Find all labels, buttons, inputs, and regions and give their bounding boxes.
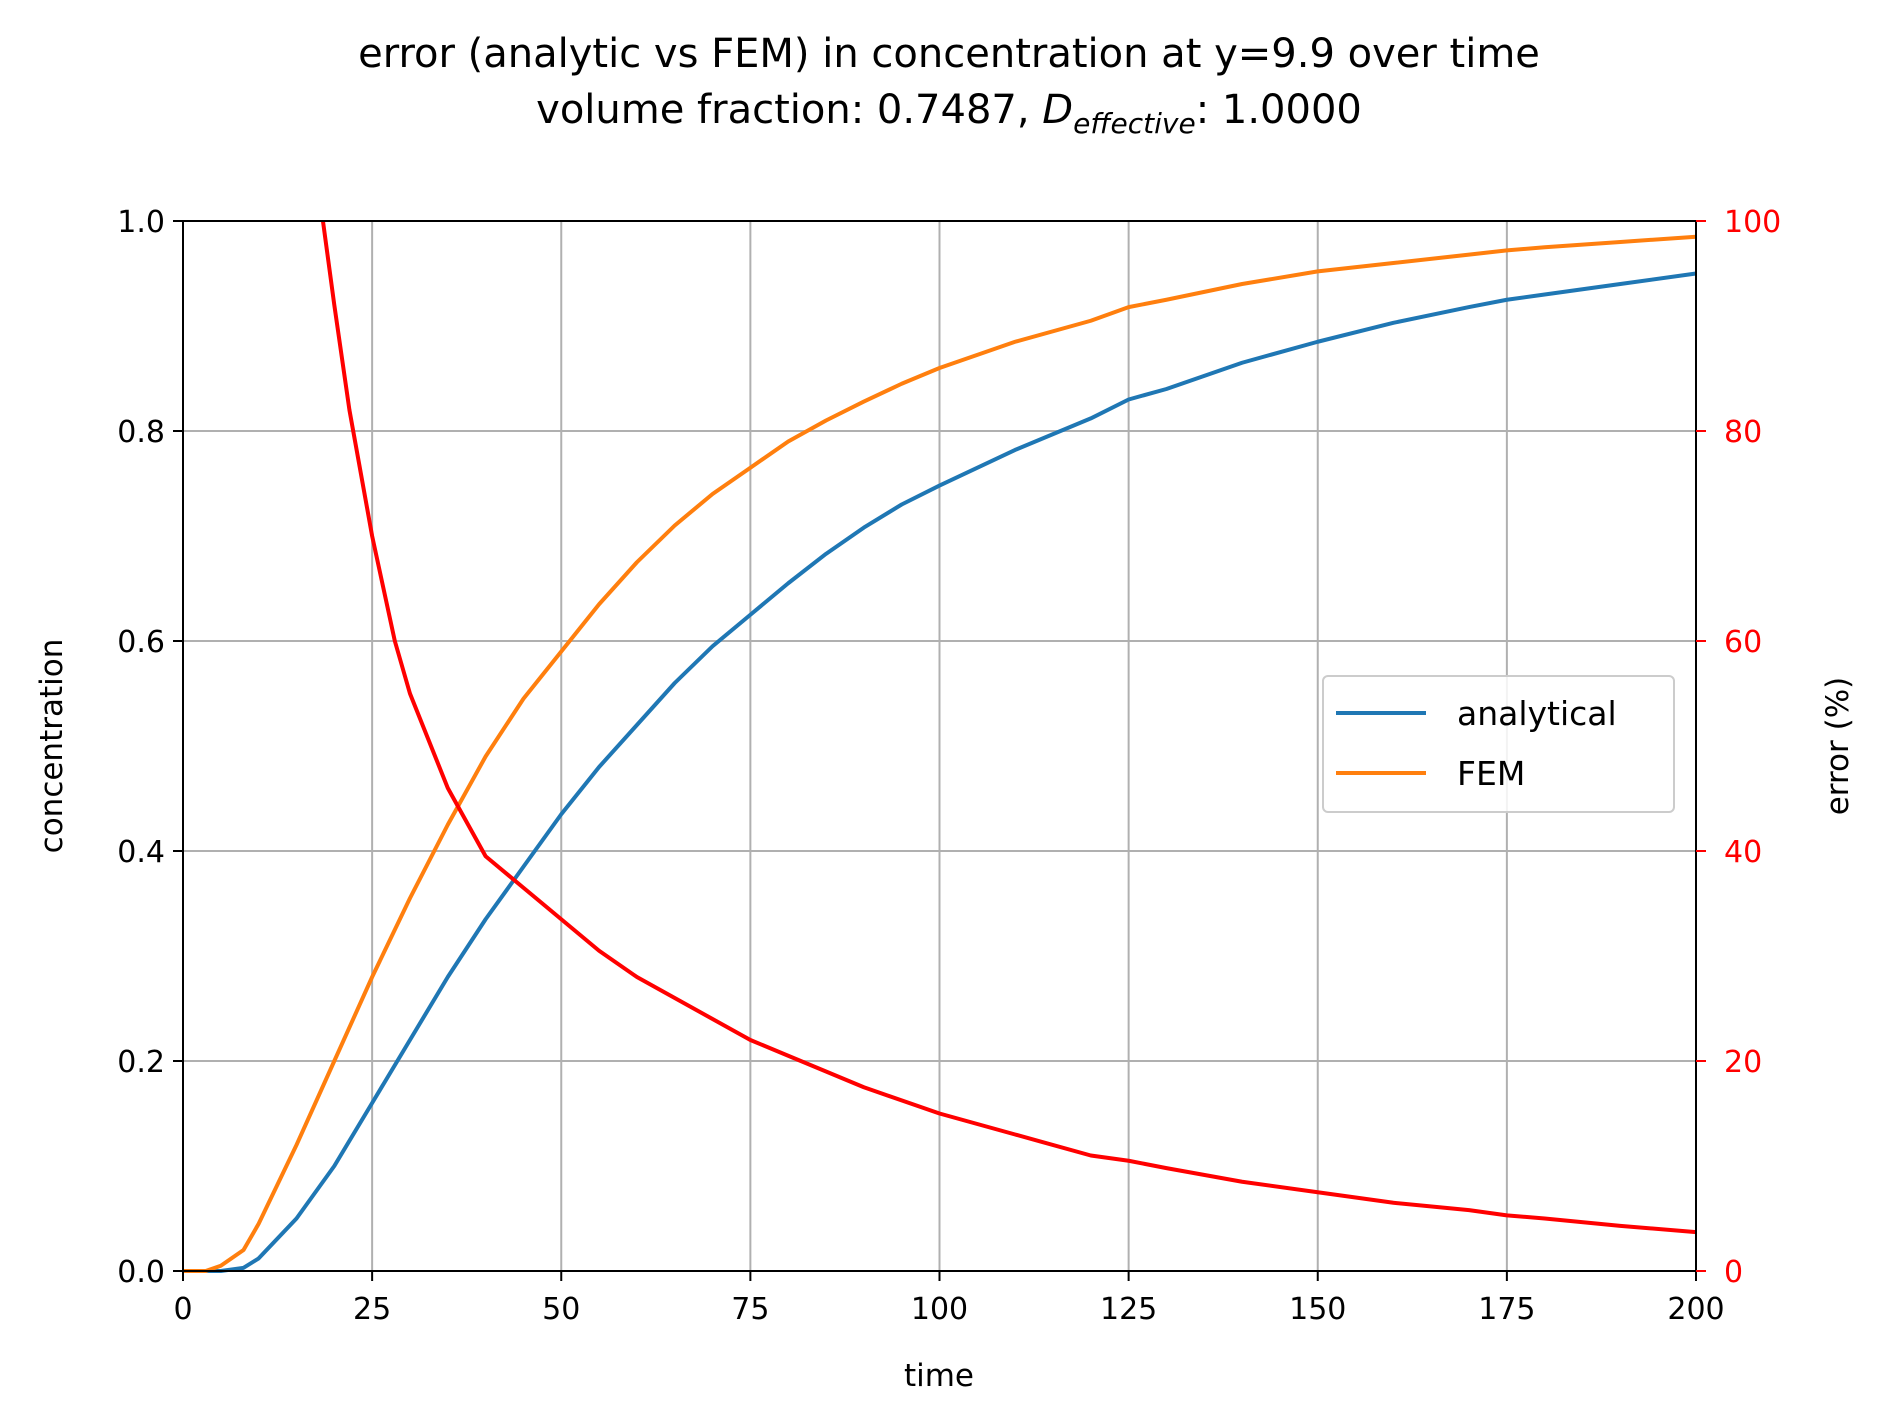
x-axis-label: time bbox=[904, 1358, 974, 1394]
y-axis-label: concentration bbox=[34, 639, 70, 854]
x-tick-label-5: 125 bbox=[1100, 1292, 1157, 1327]
y2-axis-label: error (%) bbox=[1820, 677, 1856, 816]
series-line-error bbox=[320, 220, 1697, 1235]
x-tick-label-8: 200 bbox=[1667, 1292, 1724, 1327]
chart-title-line2-prefix: volume fraction: 0.7487, bbox=[536, 87, 1042, 133]
series-lines bbox=[183, 220, 1697, 1273]
y-tick-label-4: 0.8 bbox=[117, 415, 165, 450]
series-line-analytical bbox=[183, 271, 1697, 1273]
y2-tick-label-0: 0 bbox=[1724, 1255, 1743, 1290]
x-tick-label-4: 100 bbox=[911, 1292, 968, 1327]
legend-box bbox=[1322, 675, 1675, 813]
y-tick-label-2: 0.4 bbox=[117, 835, 165, 870]
x-tick-label-0: 0 bbox=[173, 1292, 192, 1327]
legend: analytical FEM bbox=[1322, 675, 1675, 813]
chart-title-line1: error (analytic vs FEM) in concentration… bbox=[358, 31, 1540, 77]
y-tick-label-3: 0.6 bbox=[117, 625, 165, 660]
y-axis-left: 0.0 0.2 0.4 0.6 0.8 1.0 bbox=[117, 205, 183, 1290]
legend-label-fem: FEM bbox=[1457, 754, 1525, 793]
chart-title-line2: volume fraction: 0.7487, Deffective: 1.0… bbox=[536, 87, 1362, 140]
x-tick-label-2: 50 bbox=[542, 1292, 580, 1327]
y-axis-right: 0 20 40 60 80 100 bbox=[1696, 205, 1781, 1290]
chart-title-line2-suffix: : 1.0000 bbox=[1196, 87, 1362, 133]
y-tick-label-1: 0.2 bbox=[117, 1045, 165, 1080]
legend-label-analytical: analytical bbox=[1457, 694, 1617, 733]
x-tick-label-3: 75 bbox=[731, 1292, 769, 1327]
x-axis: 0 25 50 75 100 125 150 175 200 bbox=[173, 1271, 1725, 1327]
y2-tick-label-2: 40 bbox=[1724, 835, 1762, 870]
y2-tick-label-4: 80 bbox=[1724, 415, 1762, 450]
y-tick-label-5: 1.0 bbox=[117, 205, 165, 240]
x-tick-label-1: 25 bbox=[353, 1292, 391, 1327]
y2-tick-label-3: 60 bbox=[1724, 625, 1762, 660]
x-tick-label-7: 175 bbox=[1478, 1292, 1535, 1327]
y2-tick-label-1: 20 bbox=[1724, 1045, 1762, 1080]
series-line-fem bbox=[183, 234, 1697, 1273]
y2-tick-label-5: 100 bbox=[1724, 205, 1781, 240]
y-tick-label-0: 0.0 bbox=[117, 1255, 165, 1290]
x-tick-label-6: 150 bbox=[1289, 1292, 1346, 1327]
chart-title-line2-symbol: D bbox=[1042, 87, 1073, 133]
chart-title-line2-subscript: effective bbox=[1073, 107, 1196, 140]
